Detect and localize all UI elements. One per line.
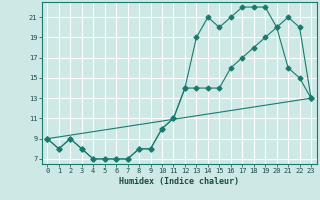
X-axis label: Humidex (Indice chaleur): Humidex (Indice chaleur) bbox=[119, 177, 239, 186]
